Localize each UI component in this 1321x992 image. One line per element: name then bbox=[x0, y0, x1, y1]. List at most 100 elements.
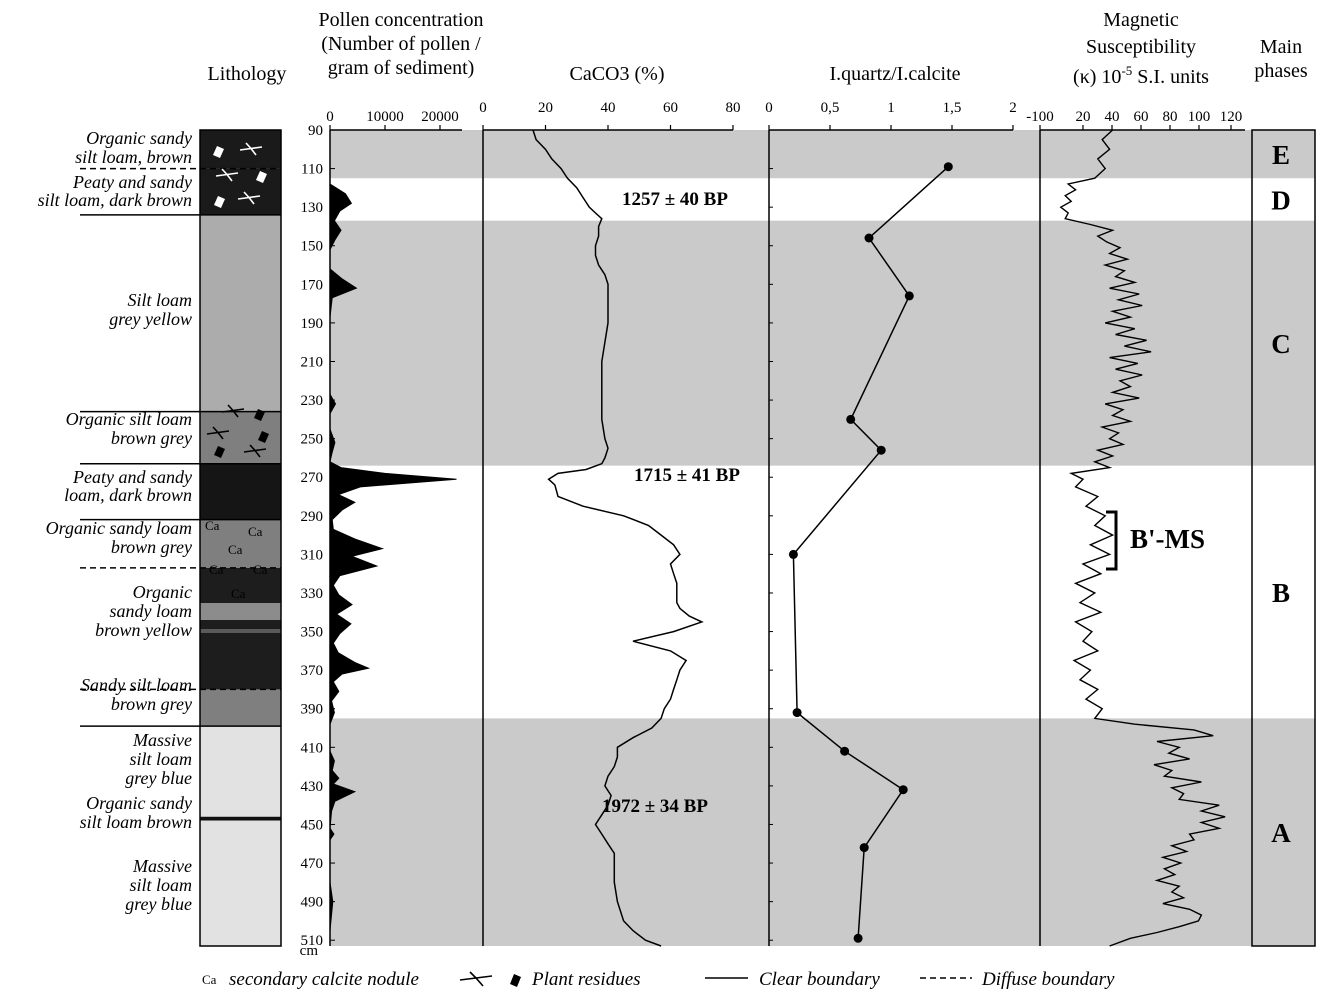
date-label: 1972 ± 34 BP bbox=[602, 796, 708, 817]
plant-fragment-icon bbox=[214, 446, 225, 458]
calcite-nodule-label: Ca bbox=[253, 562, 268, 577]
ratio-point bbox=[846, 414, 856, 424]
lithology-label: Massive bbox=[132, 856, 192, 876]
calcite-nodule-label: Ca bbox=[205, 518, 220, 533]
legend-ca-text: secondary calcite nodule bbox=[229, 969, 419, 990]
x-tick-label: 80 bbox=[726, 100, 741, 116]
depth-tick-label: 210 bbox=[301, 354, 324, 370]
phase-band bbox=[330, 718, 1252, 946]
depth-tick-label: 130 bbox=[301, 200, 324, 216]
ms-panel: -100 20 40 60 80 100 120 bbox=[1026, 109, 1245, 947]
ms-header-pre: (κ) 10 bbox=[1073, 66, 1121, 88]
lithology-unit bbox=[200, 214, 281, 412]
date-label: 1715 ± 41 BP bbox=[634, 465, 740, 486]
lithology-label: brown grey bbox=[111, 694, 192, 714]
lithology-label: Organic bbox=[133, 582, 192, 602]
ratio-point bbox=[859, 843, 869, 853]
ratio-point bbox=[943, 162, 953, 172]
phase-label: B bbox=[1272, 578, 1290, 608]
depth-tick-label: 330 bbox=[301, 586, 324, 602]
lithology-label: Silt loam bbox=[127, 290, 192, 310]
ratio-point bbox=[792, 708, 802, 718]
pollen-header-line2: (Number of pollen / bbox=[321, 33, 481, 55]
plant-residue-icon bbox=[239, 142, 263, 156]
lithology-sublayer bbox=[200, 629, 281, 633]
phase-band-cell bbox=[1252, 130, 1315, 179]
depth-tick-label: 470 bbox=[301, 856, 324, 872]
lithology-label: Organic sandy loam bbox=[46, 518, 192, 538]
lithology-label: silt loam brown bbox=[80, 812, 192, 832]
depth-tick-label: 110 bbox=[301, 162, 323, 178]
phase-label: A bbox=[1271, 818, 1291, 848]
plant-fragment-icon bbox=[213, 146, 224, 158]
lithology-unit bbox=[200, 726, 281, 817]
ratio-panel: 0 0,5 1 1,5 2 bbox=[765, 100, 1017, 946]
phase-label: E bbox=[1272, 140, 1290, 170]
depth-tick-label: 510 bbox=[301, 933, 324, 949]
x-tick-label: 0,5 bbox=[821, 100, 840, 116]
lithology-label: brown grey bbox=[111, 428, 192, 448]
x-tick-label: 0 bbox=[479, 100, 487, 116]
plant-fragment-icon bbox=[258, 431, 269, 443]
b-ms-bracket: B'-MS bbox=[1106, 510, 1205, 571]
calcite-nodule-label: Ca bbox=[209, 562, 224, 577]
legend-ca-symbol: Ca bbox=[202, 972, 217, 987]
x-tick-label: 100 bbox=[1188, 109, 1211, 125]
lithology-label: silt loam bbox=[129, 875, 192, 895]
caco3-header: CaCO3 (%) bbox=[570, 63, 665, 85]
depth-tick-label: 150 bbox=[301, 239, 324, 255]
plant-residue-icon bbox=[215, 168, 239, 182]
depth-tick-label: 230 bbox=[301, 393, 324, 409]
plant-fragment-icon bbox=[256, 171, 267, 183]
depth-tick-label: 270 bbox=[301, 470, 324, 486]
x-tick-label: 1,5 bbox=[943, 100, 962, 116]
date-label: 1257 ± 40 BP bbox=[622, 189, 728, 210]
lithology-symbols: Ca Ca Ca Ca Ca Ca bbox=[205, 142, 269, 601]
lithology-label: brown grey bbox=[111, 537, 192, 557]
legend-plant-text: Plant residues bbox=[531, 969, 641, 990]
lithology-sublayer bbox=[200, 603, 281, 620]
lithology-label: grey yellow bbox=[109, 309, 192, 329]
depth-tick-label: 90 bbox=[308, 123, 323, 139]
ratio-point bbox=[864, 233, 874, 243]
lithology-column bbox=[80, 129, 282, 947]
plant-residue-icon bbox=[243, 444, 267, 458]
x-tick-label: 60 bbox=[663, 100, 678, 116]
lithology-label: silt loam, brown bbox=[75, 147, 192, 167]
lithology-unit bbox=[200, 689, 281, 727]
lithology-frame bbox=[199, 129, 282, 947]
phase-label: D bbox=[1271, 185, 1291, 215]
ms-line bbox=[1059, 129, 1226, 947]
depth-tick-label: 250 bbox=[301, 432, 324, 448]
legend-plant-icon bbox=[459, 971, 521, 987]
plant-residue-icon bbox=[237, 191, 261, 205]
x-tick-label: 20 bbox=[538, 100, 553, 116]
ratio-point bbox=[898, 785, 908, 795]
ratio-point bbox=[788, 549, 798, 559]
lithology-label: Organic silt loam bbox=[66, 409, 192, 429]
plant-residue-icon bbox=[221, 404, 245, 418]
lithology-header: Lithology bbox=[208, 63, 287, 85]
lithology-label: Organic sandy bbox=[86, 128, 192, 148]
calcite-nodule-label: Ca bbox=[248, 524, 263, 539]
lithology-unit bbox=[200, 463, 281, 520]
depth-tick-label: 390 bbox=[301, 702, 324, 718]
x-tick-label: 1 bbox=[887, 100, 895, 116]
lithology-unit bbox=[200, 411, 281, 464]
legend-diffuse-text: Diffuse boundary bbox=[981, 969, 1115, 990]
lithology-label: Organic sandy bbox=[86, 793, 192, 813]
plant-fragment-icon bbox=[254, 409, 265, 421]
depth-axis: 90 110 130 150 170 190 210 230 250 270 290 310 330 35… bbox=[300, 123, 323, 959]
depth-tick-label: 430 bbox=[301, 779, 324, 795]
ms-header-line2: Susceptibility bbox=[1086, 36, 1196, 58]
column-headers: Lithology Pollen concentration (Number o… bbox=[208, 9, 1308, 88]
depth-tick-label: 450 bbox=[301, 817, 324, 833]
depth-tick-label: 190 bbox=[301, 316, 324, 332]
phases-header-line2: phases bbox=[1254, 60, 1308, 82]
x-tick-label: 40 bbox=[601, 100, 616, 116]
depth-tick-label: 350 bbox=[301, 625, 324, 641]
x-tick-label: 0 bbox=[326, 109, 334, 125]
x-tick-label: -100 bbox=[1026, 109, 1054, 125]
